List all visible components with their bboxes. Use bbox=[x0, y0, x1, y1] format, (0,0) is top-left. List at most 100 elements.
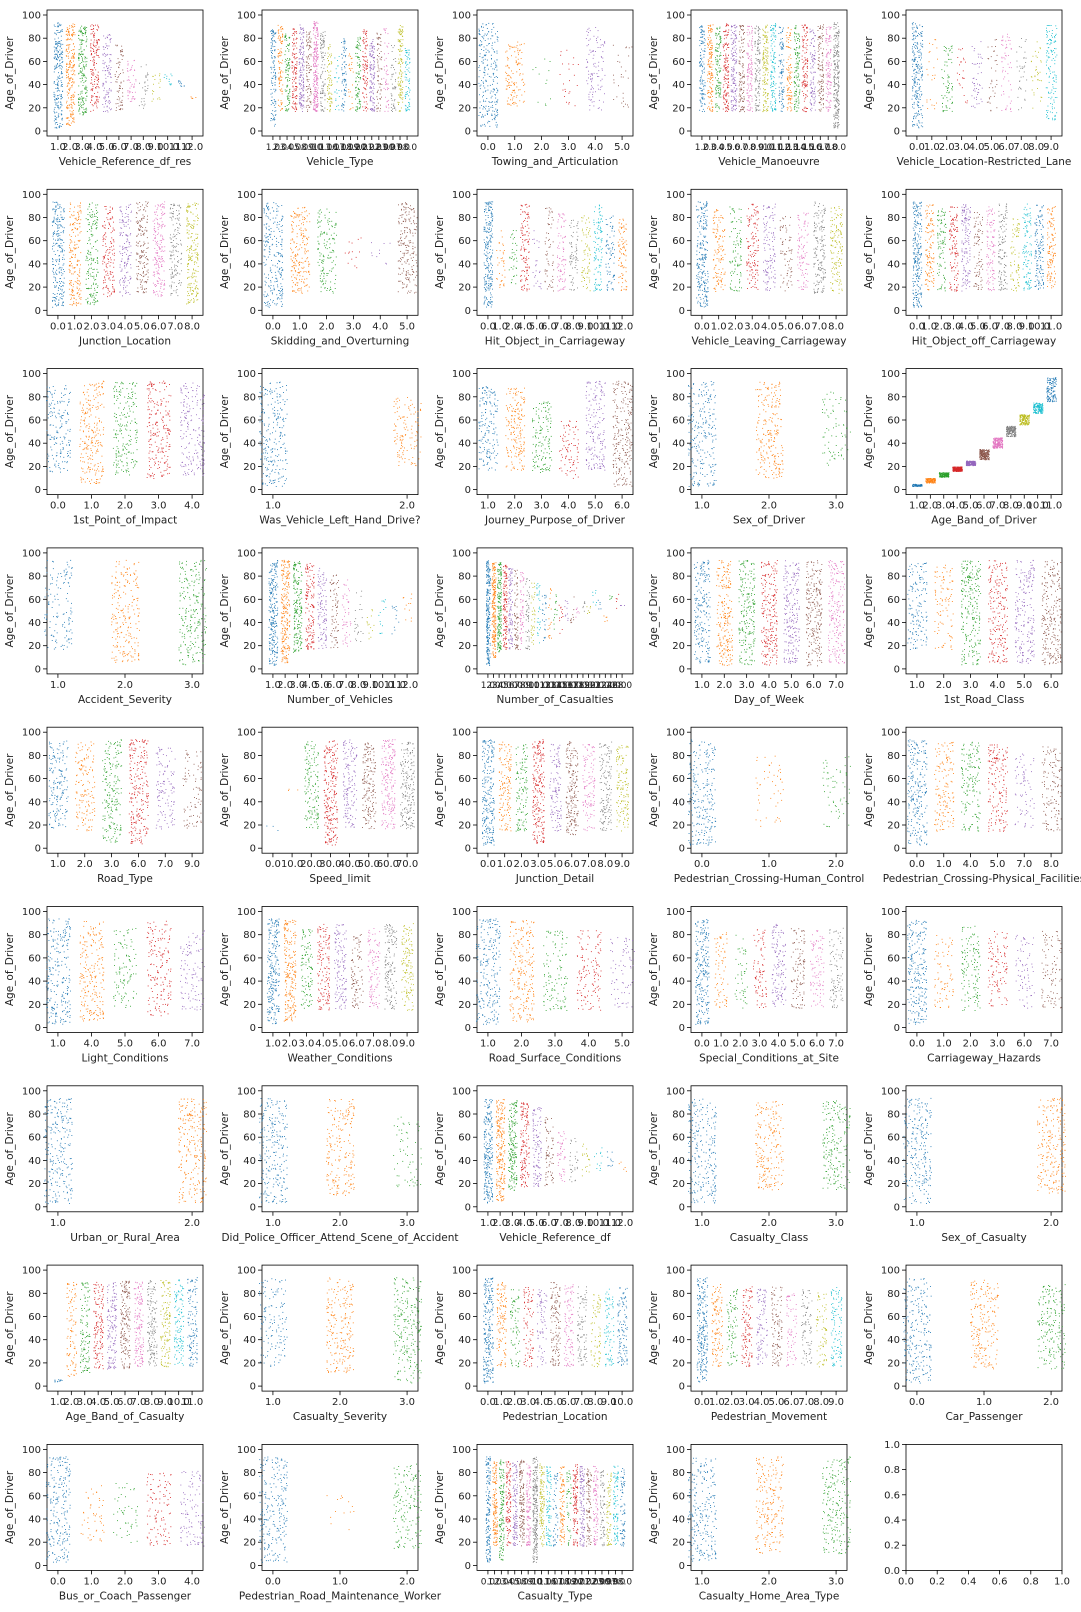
point bbox=[56, 47, 57, 48]
point bbox=[79, 58, 80, 59]
point bbox=[108, 96, 109, 97]
point bbox=[81, 26, 82, 27]
point bbox=[342, 98, 343, 99]
point bbox=[370, 81, 371, 82]
point bbox=[154, 79, 155, 80]
point bbox=[371, 82, 372, 83]
point bbox=[81, 42, 82, 43]
point bbox=[282, 108, 283, 109]
point bbox=[407, 107, 408, 108]
point bbox=[81, 41, 82, 42]
point bbox=[280, 51, 281, 52]
point bbox=[327, 78, 328, 79]
point bbox=[68, 123, 69, 124]
point bbox=[322, 110, 323, 111]
point bbox=[191, 96, 192, 97]
point bbox=[280, 27, 281, 28]
point bbox=[482, 114, 483, 115]
point bbox=[98, 77, 99, 78]
point bbox=[91, 29, 92, 30]
point bbox=[302, 65, 303, 66]
point bbox=[393, 67, 394, 68]
point bbox=[54, 109, 55, 110]
point bbox=[288, 51, 289, 52]
point bbox=[366, 38, 367, 39]
point bbox=[79, 60, 80, 61]
point bbox=[367, 84, 368, 85]
point bbox=[61, 94, 62, 95]
strip-5.0 bbox=[102, 34, 112, 112]
point bbox=[117, 79, 118, 80]
strip-2.0 bbox=[278, 25, 284, 111]
point bbox=[394, 100, 395, 101]
point bbox=[109, 100, 110, 101]
point bbox=[292, 61, 293, 62]
point bbox=[279, 69, 280, 70]
point bbox=[293, 38, 294, 39]
point bbox=[322, 73, 323, 74]
point bbox=[373, 83, 374, 84]
point bbox=[67, 117, 68, 118]
point bbox=[401, 98, 402, 99]
point bbox=[273, 46, 274, 47]
point bbox=[296, 108, 297, 109]
point bbox=[271, 38, 272, 39]
point bbox=[59, 65, 60, 66]
point bbox=[329, 92, 330, 93]
point bbox=[403, 27, 404, 28]
point bbox=[349, 64, 350, 65]
point bbox=[313, 65, 314, 66]
point bbox=[378, 39, 379, 40]
point bbox=[300, 25, 301, 26]
point bbox=[402, 99, 403, 100]
point bbox=[388, 108, 389, 109]
point bbox=[134, 84, 135, 85]
point bbox=[316, 77, 317, 78]
point bbox=[315, 66, 316, 67]
point bbox=[399, 32, 400, 33]
point bbox=[121, 54, 122, 55]
point bbox=[378, 61, 379, 62]
point bbox=[295, 96, 296, 97]
point bbox=[377, 33, 378, 34]
point bbox=[323, 85, 324, 86]
point bbox=[317, 29, 318, 30]
point bbox=[55, 119, 56, 120]
point bbox=[316, 91, 317, 92]
point bbox=[365, 89, 366, 90]
point bbox=[307, 59, 308, 60]
point bbox=[372, 47, 373, 48]
point bbox=[309, 84, 310, 85]
point bbox=[66, 31, 67, 32]
point bbox=[103, 36, 104, 37]
point bbox=[73, 99, 74, 100]
point bbox=[322, 57, 323, 58]
point bbox=[372, 83, 373, 84]
point bbox=[302, 28, 303, 29]
point bbox=[111, 38, 112, 39]
point bbox=[104, 53, 105, 54]
point bbox=[104, 88, 105, 89]
point bbox=[74, 122, 75, 123]
point bbox=[128, 65, 129, 66]
point bbox=[308, 42, 309, 43]
point bbox=[73, 97, 74, 98]
point bbox=[363, 67, 364, 68]
point bbox=[313, 56, 314, 57]
point bbox=[321, 110, 322, 111]
point bbox=[358, 96, 359, 97]
point bbox=[272, 58, 273, 59]
point bbox=[325, 35, 326, 36]
point bbox=[108, 92, 109, 93]
point bbox=[59, 41, 60, 42]
point bbox=[303, 47, 304, 48]
point bbox=[309, 67, 310, 68]
point bbox=[69, 63, 70, 64]
point bbox=[345, 55, 346, 56]
point bbox=[394, 86, 395, 87]
point bbox=[321, 53, 322, 54]
point bbox=[301, 97, 302, 98]
point bbox=[93, 86, 94, 87]
point bbox=[484, 107, 485, 108]
point bbox=[303, 88, 304, 89]
